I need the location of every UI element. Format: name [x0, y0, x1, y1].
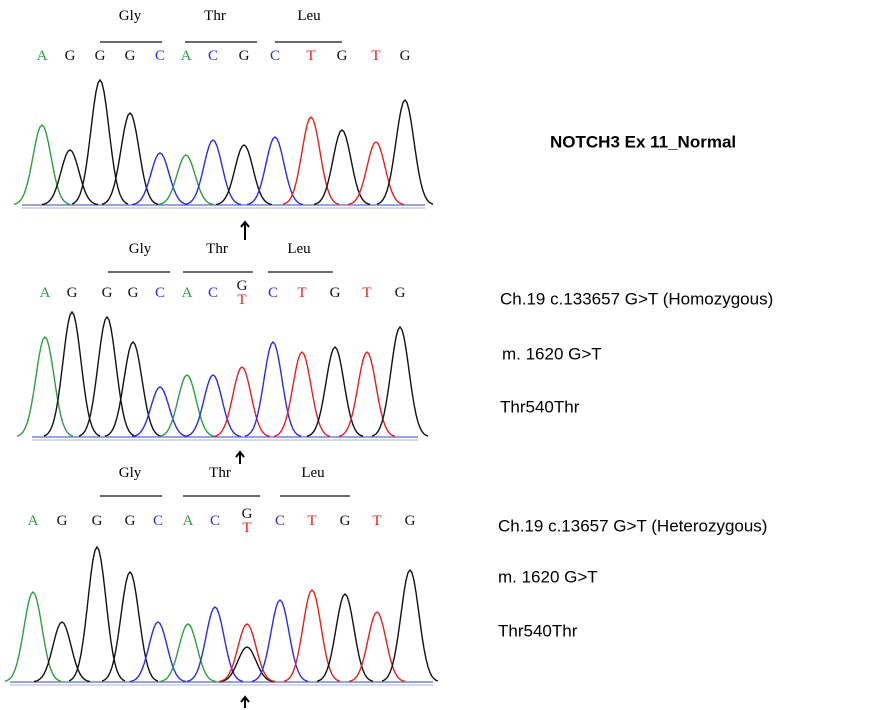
- base-call: T: [306, 48, 315, 64]
- base-call: T: [362, 285, 371, 301]
- variant-note: m. 1620 G>T: [498, 567, 598, 586]
- trace-peak: [42, 150, 98, 205]
- trace-peak: [185, 375, 241, 437]
- base-call: G: [395, 285, 406, 301]
- trace-peak: [317, 594, 373, 681]
- figure: GlyThrLeuAGGGCACGCTGTGNOTCH3 Ex 11_Norma…: [0, 0, 885, 710]
- base-call: G: [125, 48, 136, 64]
- base-call: G: [330, 285, 341, 301]
- variant-note: Ch.19 c.133657 G>T (Homozygous): [500, 289, 773, 308]
- base-call: G: [405, 513, 416, 529]
- base-call: C: [155, 48, 165, 64]
- base-call: C: [268, 285, 278, 301]
- codon-label: Thr: [204, 8, 226, 24]
- codon-label: Thr: [206, 241, 228, 257]
- codon-label: Leu: [297, 8, 321, 24]
- base-call: T: [237, 292, 246, 308]
- base-call: C: [153, 513, 163, 529]
- base-call: C: [208, 48, 218, 64]
- variant-note: Thr540Thr: [500, 397, 580, 416]
- base-call: G: [57, 513, 68, 529]
- base-call: G: [102, 285, 113, 301]
- base-call: G: [128, 285, 139, 301]
- trace-peak: [5, 592, 61, 681]
- variant-note: Ch.19 c.13657 G>T (Heterozygous): [498, 516, 767, 535]
- codon-label: Leu: [301, 465, 325, 481]
- codon-label: Gly: [119, 8, 142, 24]
- trace-peak: [102, 572, 158, 681]
- trace-peak: [274, 352, 330, 436]
- trace-peak: [307, 347, 363, 436]
- base-call: G: [65, 48, 76, 64]
- trace-peak: [339, 352, 395, 436]
- base-call: G: [239, 48, 250, 64]
- trace-peak: [14, 125, 70, 204]
- trace-peak: [247, 137, 303, 205]
- base-call: C: [208, 285, 218, 301]
- codon-label: Leu: [287, 241, 311, 257]
- base-call: T: [242, 520, 251, 536]
- base-call: G: [337, 48, 348, 64]
- base-call: T: [372, 513, 381, 529]
- base-call: C: [270, 48, 280, 64]
- variant-arrow: [241, 697, 249, 708]
- base-call: A: [182, 285, 193, 301]
- variant-arrow: [236, 452, 244, 464]
- base-call: C: [155, 285, 165, 301]
- base-call: T: [307, 513, 316, 529]
- base-call: G: [400, 48, 411, 64]
- panel-title: NOTCH3 Ex 11_Normal: [550, 132, 736, 151]
- codon-label: Thr: [209, 465, 231, 481]
- trace-peak: [377, 100, 433, 204]
- codon-label: Gly: [129, 241, 152, 257]
- trace-peak: [159, 375, 215, 437]
- base-call: G: [125, 513, 136, 529]
- trace-peak: [69, 547, 125, 681]
- codon-label: Gly: [119, 465, 142, 481]
- trace-peak: [158, 155, 214, 205]
- variant-note: m. 1620 G>T: [502, 344, 602, 363]
- trace-peak: [102, 113, 158, 204]
- trace-peak: [44, 312, 100, 436]
- base-call: C: [275, 513, 285, 529]
- trace-peak: [348, 142, 404, 205]
- base-call: A: [183, 513, 194, 529]
- trace-peak: [382, 570, 438, 681]
- base-call: T: [297, 285, 306, 301]
- base-call: A: [28, 513, 39, 529]
- variant-note: Thr540Thr: [498, 621, 578, 640]
- base-call: T: [371, 48, 380, 64]
- trace-peak: [72, 80, 128, 204]
- trace-peak: [105, 342, 161, 436]
- trace-peak: [372, 327, 428, 436]
- trace-peak: [79, 317, 135, 436]
- base-call: C: [210, 513, 220, 529]
- trace-peak: [284, 590, 340, 681]
- base-call: A: [40, 285, 51, 301]
- base-call: G: [67, 285, 78, 301]
- base-call: A: [181, 48, 192, 64]
- base-call: G: [340, 513, 351, 529]
- base-call: A: [37, 48, 48, 64]
- base-call: G: [92, 513, 103, 529]
- base-call: G: [95, 48, 106, 64]
- trace-peak: [187, 607, 243, 681]
- variant-arrow: [241, 222, 249, 240]
- trace-peak: [185, 140, 241, 205]
